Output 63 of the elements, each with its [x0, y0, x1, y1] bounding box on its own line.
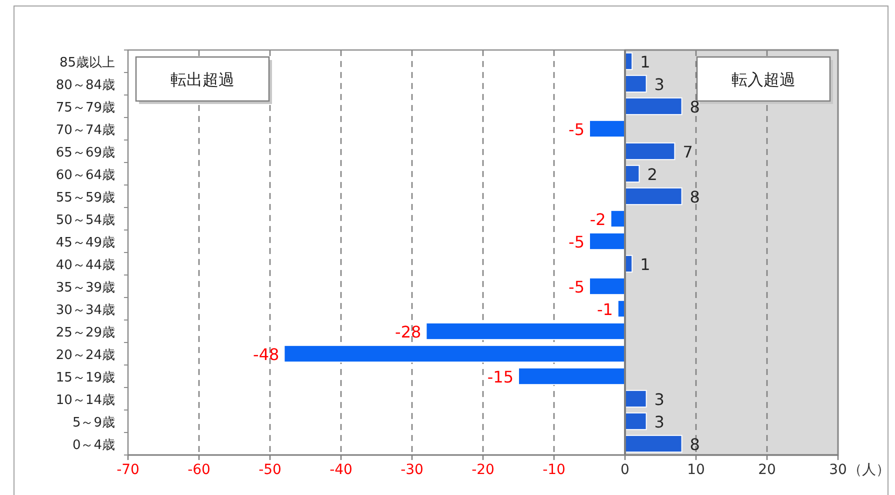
- data-label: 2: [647, 164, 658, 184]
- x-tick-label: 0: [620, 462, 630, 478]
- x-tick-label: -50: [258, 462, 282, 478]
- y-tick-label: 20～24歳: [56, 348, 115, 363]
- bar: [624, 390, 647, 408]
- x-tick-label: -60: [188, 462, 210, 478]
- y-tick-label: 5～9歳: [72, 415, 115, 430]
- data-label: 3: [654, 390, 664, 409]
- bar: [589, 120, 626, 138]
- data-label: -2: [590, 210, 606, 229]
- x-tick-label: -70: [116, 462, 140, 478]
- y-tick-label: 40～44歳: [56, 258, 115, 273]
- data-label: -28: [395, 322, 422, 342]
- x-tick-label: 30: [829, 462, 847, 478]
- y-tick-label: 15～19歳: [56, 370, 115, 386]
- x-tick-label: -30: [400, 462, 424, 478]
- bar: [624, 412, 647, 430]
- bar: [624, 434, 682, 453]
- data-label: -5: [568, 120, 584, 139]
- y-tick-label: 65～69歳: [56, 145, 115, 160]
- x-axis-title: （人）: [848, 462, 890, 478]
- x-tick-label: 10: [687, 462, 705, 478]
- data-label: -5: [568, 277, 584, 296]
- y-tick-label: 55～59歳: [56, 190, 115, 206]
- data-label: -15: [487, 367, 514, 386]
- bar: [624, 97, 682, 116]
- data-label: 8: [690, 187, 700, 206]
- y-tick-label: 60～64歳: [56, 168, 115, 183]
- data-label: -1: [596, 300, 613, 319]
- x-tick-label: -20: [472, 462, 494, 478]
- bar: [624, 74, 647, 93]
- bar: [426, 322, 626, 340]
- bar: [624, 142, 676, 160]
- y-tick-label: 25～29歳: [56, 325, 115, 340]
- data-label: 8: [690, 97, 700, 116]
- bar: [518, 367, 626, 386]
- data-label: -5: [568, 232, 584, 252]
- data-label: 7: [682, 142, 693, 162]
- y-tick-label: 45～49歳: [56, 235, 115, 250]
- x-tick-label: -10: [542, 462, 566, 478]
- y-tick-label: 70～74歳: [56, 122, 115, 138]
- data-label: 8: [690, 434, 700, 454]
- y-tick-label: 85歳以上: [59, 55, 115, 70]
- x-tick-label: -40: [330, 462, 352, 478]
- bar: [589, 277, 626, 296]
- y-tick-label: 35～39歳: [56, 280, 115, 296]
- y-tick-label: 30～34歳: [56, 302, 115, 318]
- y-tick-label: 10～14歳: [56, 392, 115, 408]
- y-tick-label: 75～79歳: [56, 100, 115, 116]
- bar: [284, 344, 626, 363]
- y-tick-label: 50～54歳: [56, 212, 115, 228]
- bar: [589, 232, 626, 250]
- annotation: 転出超過: [170, 70, 234, 89]
- data-label: 3: [654, 74, 664, 94]
- x-tick-label: 20: [758, 462, 776, 478]
- y-tick-label: 0～4歳: [72, 438, 115, 453]
- data-label: -48: [253, 344, 280, 364]
- data-label: 3: [654, 412, 664, 432]
- bar: [624, 187, 682, 206]
- data-label: 1: [640, 52, 650, 72]
- data-label: 1: [640, 254, 650, 274]
- annotation: 転入超過: [732, 70, 796, 89]
- y-tick-label: 80～84歳: [56, 78, 115, 93]
